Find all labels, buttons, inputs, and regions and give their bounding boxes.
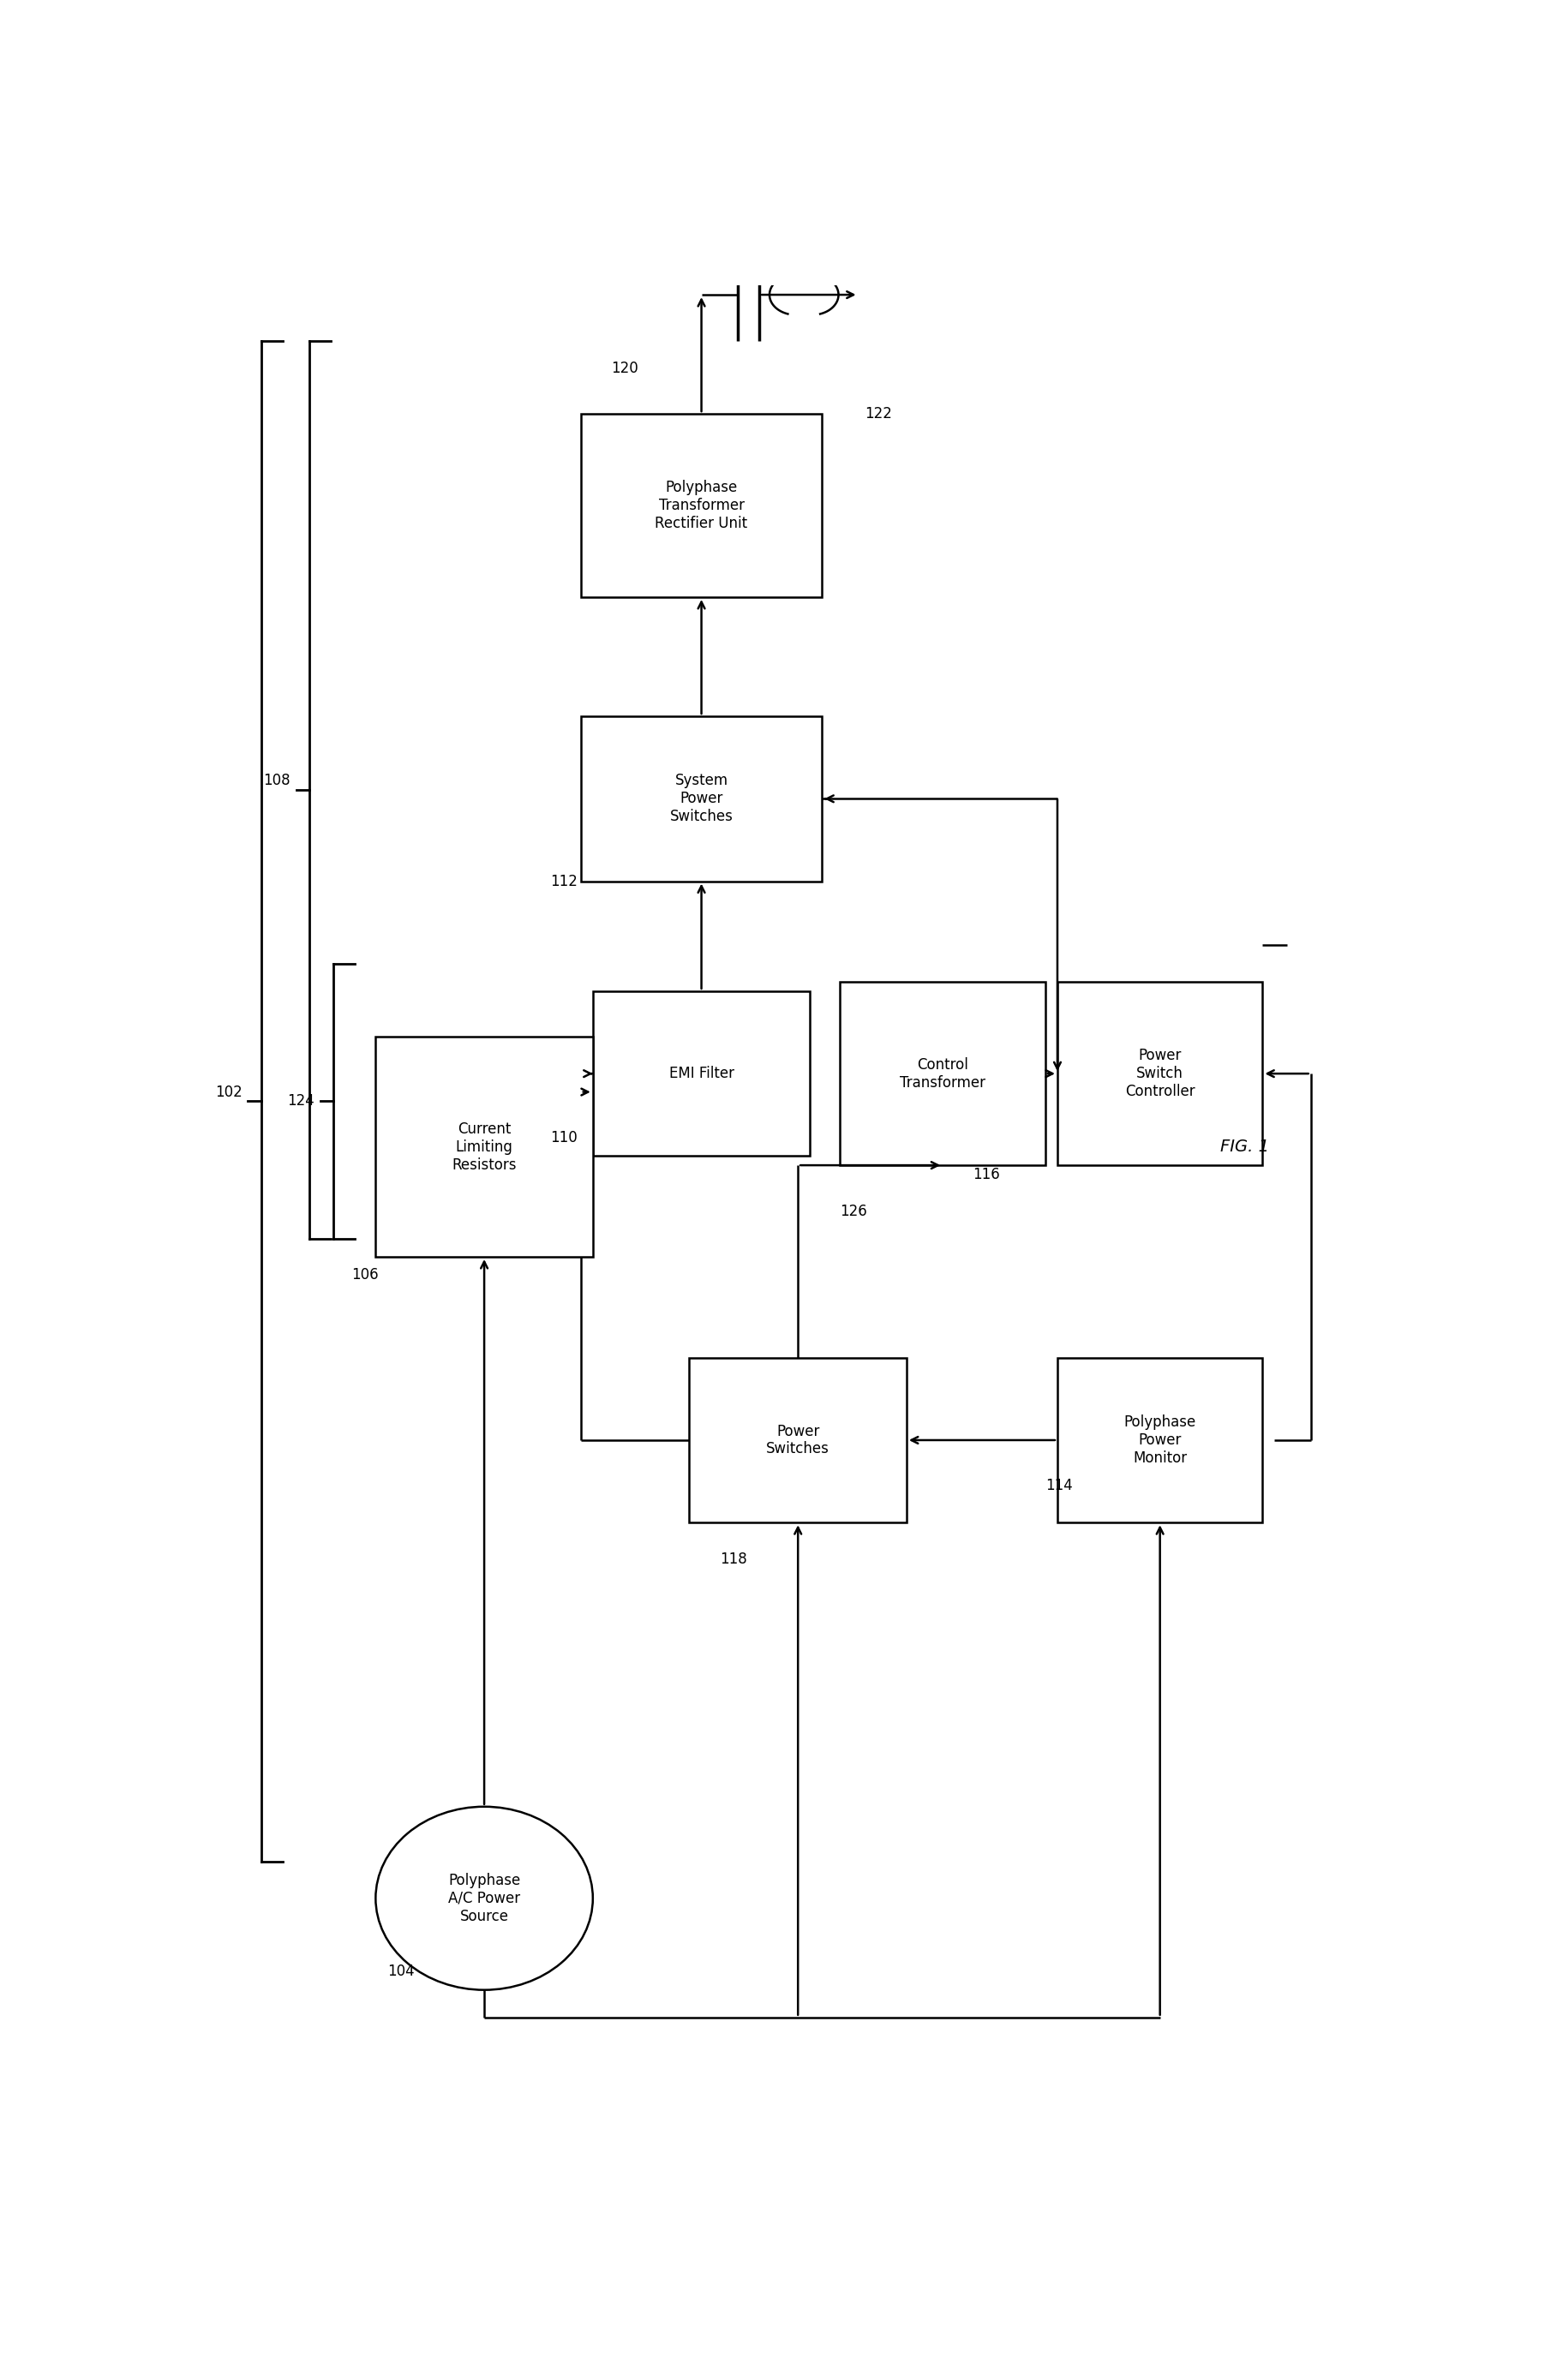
FancyBboxPatch shape [1057,983,1263,1166]
FancyBboxPatch shape [841,983,1045,1166]
Text: 108: 108 [263,774,290,788]
Text: Power
Switch
Controller: Power Switch Controller [1126,1047,1194,1100]
FancyBboxPatch shape [690,1357,906,1523]
Text: 114: 114 [1045,1478,1073,1495]
Ellipse shape [375,1806,593,1990]
Text: 116: 116 [973,1166,1000,1183]
FancyBboxPatch shape [593,990,810,1157]
FancyBboxPatch shape [581,716,822,881]
Text: 102: 102 [215,1085,241,1100]
Text: 124: 124 [286,1092,315,1109]
Text: 112: 112 [551,873,578,888]
Text: 126: 126 [841,1204,867,1219]
Text: Polyphase
Transformer
Rectifier Unit: Polyphase Transformer Rectifier Unit [655,481,747,531]
FancyBboxPatch shape [375,1038,593,1257]
Text: 110: 110 [551,1130,578,1145]
Text: Control
Transformer: Control Transformer [900,1057,986,1090]
Text: Current
Limiting
Resistors: Current Limiting Resistors [452,1121,517,1173]
Text: System
Power
Switches: System Power Switches [670,774,733,823]
Text: 120: 120 [610,359,638,376]
Text: Polyphase
Power
Monitor: Polyphase Power Monitor [1124,1414,1196,1466]
Text: Power
Switches: Power Switches [766,1423,830,1457]
Text: 104: 104 [388,1963,414,1980]
Text: 106: 106 [352,1269,378,1283]
Text: Polyphase
A/C Power
Source: Polyphase A/C Power Source [448,1873,520,1923]
FancyBboxPatch shape [1057,1357,1263,1523]
Text: 118: 118 [719,1552,747,1566]
FancyBboxPatch shape [581,414,822,597]
Text: FIG. 1: FIG. 1 [1221,1138,1269,1154]
Text: 122: 122 [864,407,892,421]
Text: EMI Filter: EMI Filter [670,1066,733,1081]
